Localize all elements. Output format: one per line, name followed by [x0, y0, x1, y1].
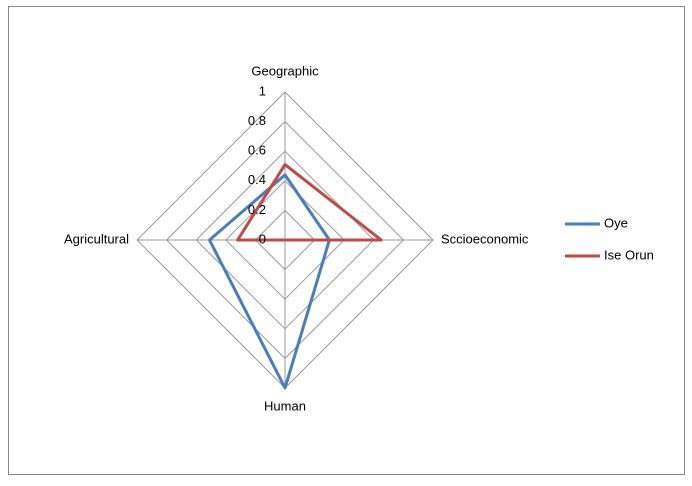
axis-tick-label: 0.6 [248, 143, 266, 158]
legend-label: Ise Orun [604, 247, 654, 262]
category-label: Human [264, 398, 306, 413]
axis-tick-label: 0.8 [248, 113, 266, 128]
category-label: Geographic [251, 63, 319, 78]
axis-tick-label: 0.2 [248, 202, 266, 217]
series-line [208, 173, 331, 390]
legend-label: Oye [604, 215, 628, 230]
series-line [236, 163, 383, 242]
axis-tick-label: 1 [259, 83, 266, 98]
category-label: Sccioeconomic [441, 231, 529, 246]
axis-tick-label: 0.4 [248, 172, 266, 187]
category-label: Agricultural [64, 231, 129, 246]
axis-tick-label: 0 [259, 231, 266, 246]
